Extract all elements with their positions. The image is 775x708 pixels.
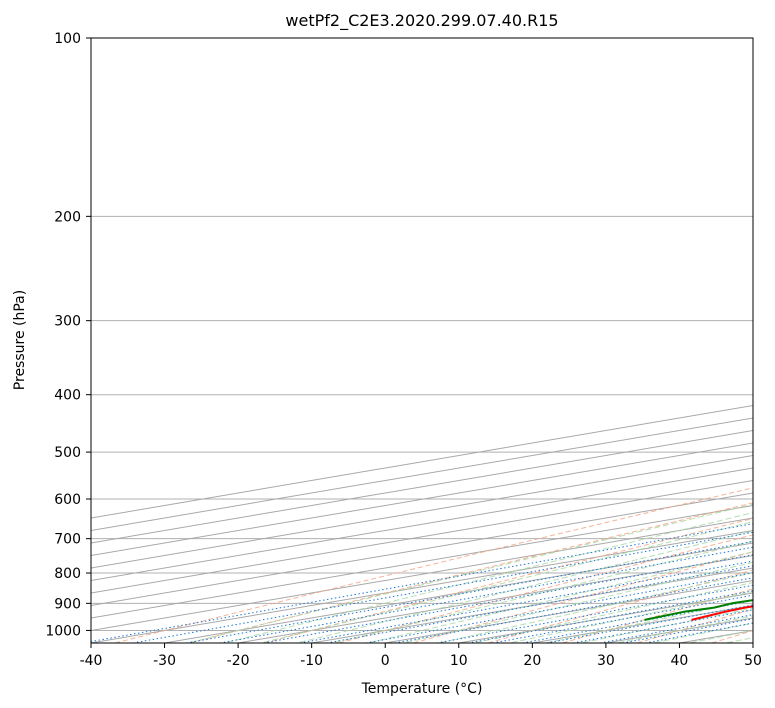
isotherm-line bbox=[385, 579, 753, 643]
dry-adiabat-line bbox=[487, 569, 753, 643]
x-tick-label: -30 bbox=[153, 653, 176, 669]
isotherm-line bbox=[91, 517, 753, 632]
y-tick-label: 600 bbox=[54, 492, 81, 508]
isotherm-line bbox=[91, 442, 753, 557]
x-tick-label: 10 bbox=[450, 653, 468, 669]
isotherm-line bbox=[238, 554, 753, 643]
dry-adiabat-line bbox=[413, 551, 753, 643]
y-tick-label: 900 bbox=[54, 596, 81, 612]
mixing-ratio-lines bbox=[91, 523, 753, 643]
y-tick-label: 300 bbox=[54, 314, 81, 330]
y-tick-label: 1000 bbox=[45, 623, 81, 639]
moist-adiabat-line bbox=[723, 637, 753, 643]
x-axis-ticks: -40 -30 -20 -10 0 10 20 30 40 50 bbox=[80, 643, 762, 669]
moist-adiabat-line bbox=[650, 622, 753, 643]
y-axis-ticks: 100 200 300 400 500 600 700 800 900 1000 bbox=[45, 31, 91, 639]
x-tick-label: 40 bbox=[671, 653, 689, 669]
plot-frame bbox=[90, 37, 754, 644]
x-tick-label: -40 bbox=[80, 653, 103, 669]
mixing-ratio-line bbox=[467, 590, 753, 643]
isotherm-line bbox=[679, 629, 753, 643]
isotherm-line bbox=[91, 492, 753, 607]
x-tick-label: 0 bbox=[381, 653, 390, 669]
y-tick-label: 500 bbox=[54, 445, 81, 461]
isotherm-line bbox=[91, 479, 753, 594]
moist-adiabat-line bbox=[401, 561, 753, 643]
dry-adiabat-line bbox=[711, 630, 753, 643]
mixing-ratio-line bbox=[492, 594, 753, 643]
y-tick-label: 400 bbox=[54, 388, 81, 404]
x-tick-label: 50 bbox=[744, 653, 762, 669]
y-axis-title: Pressure (hPa) bbox=[12, 290, 28, 390]
x-tick-label: 30 bbox=[597, 653, 615, 669]
plot-area bbox=[91, 38, 753, 643]
isotherm-line bbox=[91, 429, 753, 544]
moist-adiabat-line bbox=[436, 572, 753, 643]
isotherm-line bbox=[311, 567, 753, 643]
x-tick-label: -20 bbox=[227, 653, 250, 669]
moist-adiabat-line bbox=[471, 581, 753, 643]
moist-adiabat-line bbox=[186, 503, 753, 643]
x-axis-title: Temperature (°C) bbox=[361, 681, 483, 697]
moist-adiabat-line bbox=[222, 512, 753, 643]
mixing-ratio-line bbox=[91, 523, 753, 643]
y-tick-label: 800 bbox=[54, 566, 81, 582]
isotherm-line bbox=[752, 642, 753, 643]
isobar-grid bbox=[91, 38, 753, 631]
moist-adiabat-line bbox=[294, 530, 753, 643]
mixing-ratio-line bbox=[186, 540, 753, 643]
series-line-0 bbox=[691, 605, 753, 621]
dry-adiabat-line bbox=[114, 487, 753, 643]
dry-adiabats bbox=[114, 487, 753, 643]
isotherm-line bbox=[91, 417, 753, 532]
mixing-ratio-line bbox=[436, 584, 753, 643]
isotherm-line bbox=[91, 454, 753, 569]
skewed-isotherm-grid bbox=[91, 404, 753, 643]
x-tick-label: 20 bbox=[523, 653, 541, 669]
isotherm-line bbox=[91, 504, 753, 619]
y-tick-label: 700 bbox=[54, 532, 81, 548]
moist-adiabat-line bbox=[542, 599, 753, 643]
isotherm-line bbox=[91, 467, 753, 582]
y-tick-label: 100 bbox=[54, 31, 81, 47]
moist-adiabats bbox=[186, 503, 753, 643]
mixing-ratio-line bbox=[132, 531, 753, 643]
isotherm-line bbox=[532, 604, 753, 643]
y-tick-label: 200 bbox=[54, 209, 81, 225]
moist-adiabat-line bbox=[330, 540, 753, 643]
moist-adiabat-line bbox=[366, 551, 753, 643]
isotherm-line bbox=[91, 529, 753, 643]
x-tick-label: -10 bbox=[300, 653, 323, 669]
chart-title: wetPf2_C2E3.2020.299.07.40.R15 bbox=[285, 11, 558, 31]
isotherm-line bbox=[91, 404, 753, 519]
